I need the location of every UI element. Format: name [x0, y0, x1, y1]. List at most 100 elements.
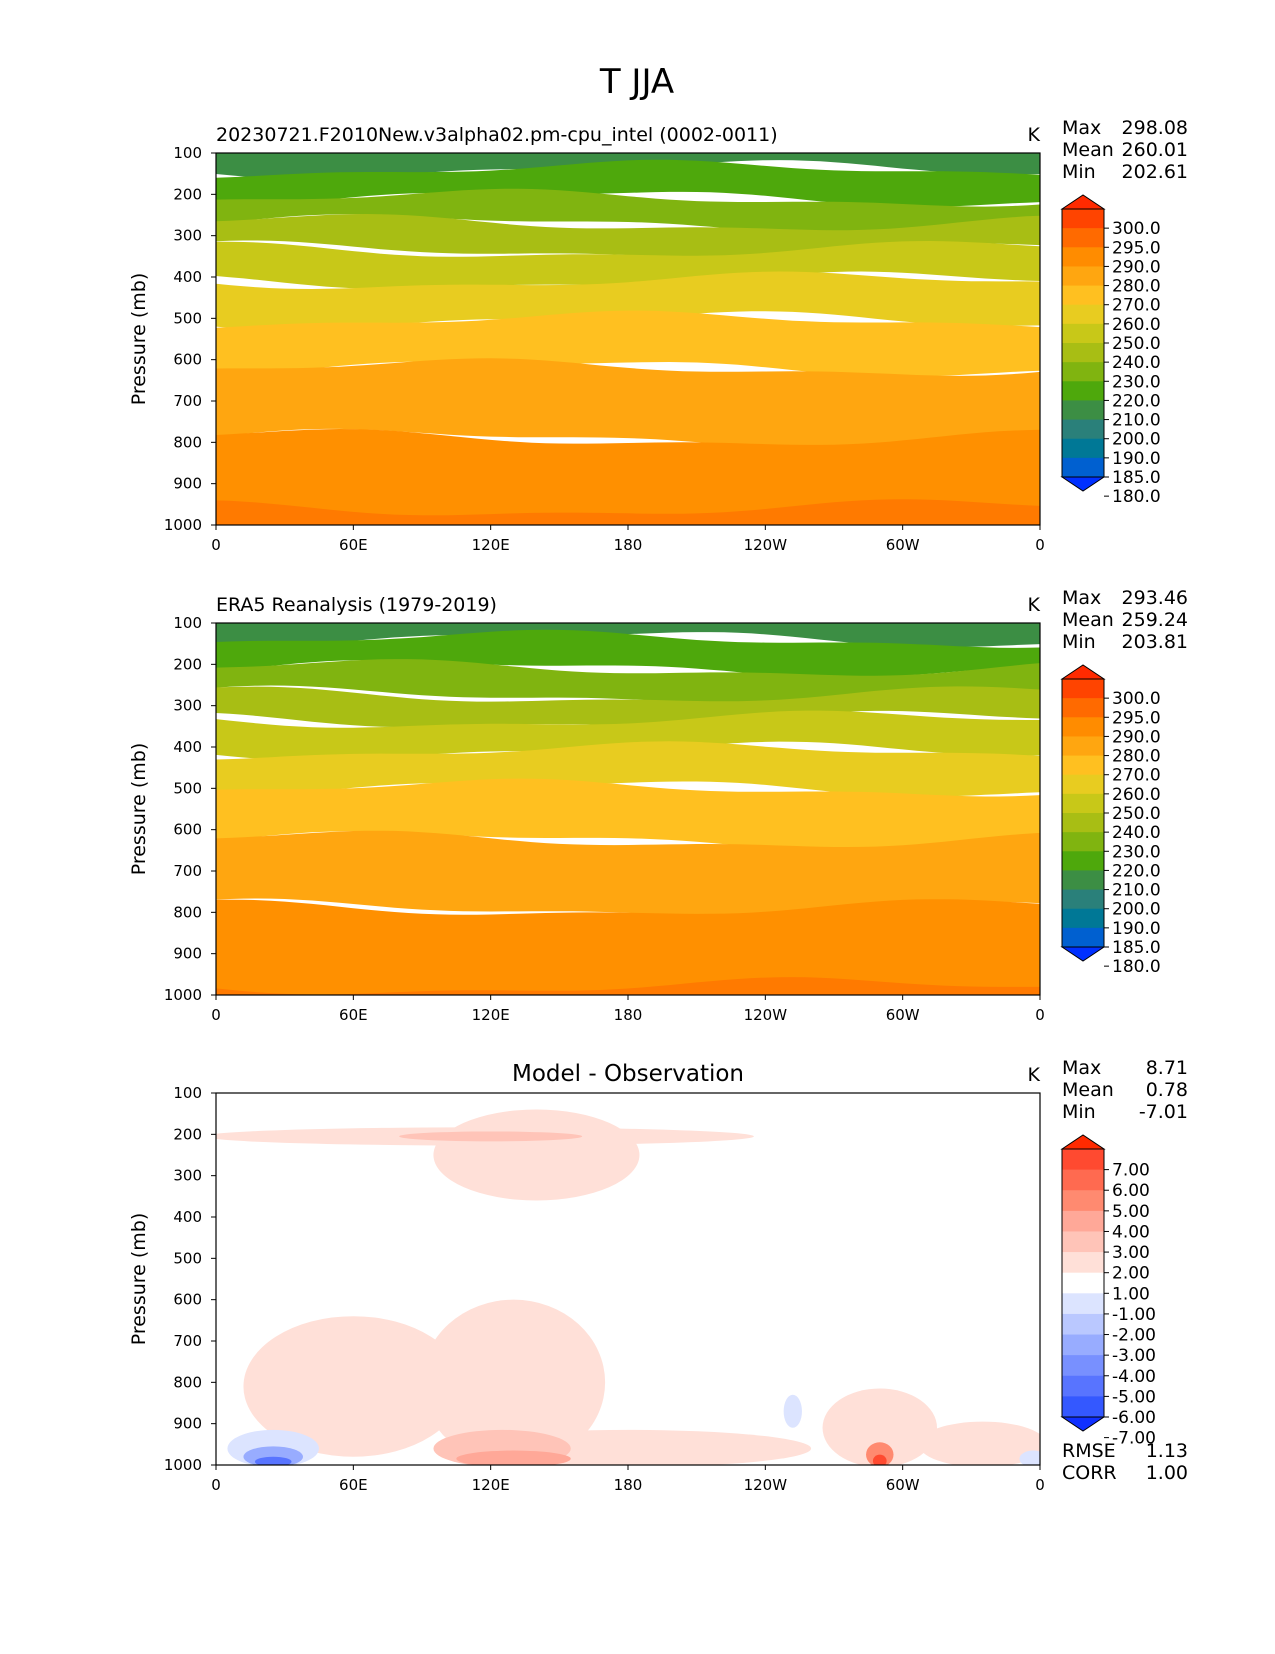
x-tick-label: 60E: [339, 536, 368, 554]
colorbar-label: 240.0: [1112, 823, 1161, 843]
colorbar-label: 180.0: [1112, 487, 1161, 507]
y-tick-label: 200: [173, 185, 202, 203]
stat-value-mean: 259.24: [1122, 609, 1188, 631]
x-tick-label: 0: [211, 1006, 221, 1024]
colorbar-label: 270.0: [1112, 296, 1161, 316]
y-tick-label: 800: [173, 433, 202, 451]
contour-band: [216, 429, 1040, 525]
anomaly-region: [422, 1299, 606, 1465]
y-tick-label: 100: [173, 144, 202, 162]
panel-3: 100 200 300 400 500 600 700 800 900 1000 0 60E 120E 1…: [128, 1057, 1188, 1494]
colorbar-label: 220.0: [1112, 861, 1161, 881]
colorbar-segment: [1062, 1190, 1104, 1212]
colorbar-segment: [1062, 736, 1104, 757]
colorbar-segment: [1062, 381, 1104, 401]
x-tick-label: 60E: [339, 1476, 368, 1494]
y-tick-label: 100: [173, 614, 202, 632]
colorbar-label: 190.0: [1112, 919, 1161, 939]
anomaly-region: [399, 1131, 583, 1142]
x-tick-label: 120W: [744, 1476, 788, 1494]
contour-band: [216, 899, 1040, 995]
contour-band: [216, 659, 1040, 704]
y-tick-label: 700: [173, 862, 202, 880]
y-axis-label: Pressure (mb): [128, 743, 150, 876]
colorbar-segment: [1062, 889, 1104, 910]
x-tick-label: 120E: [472, 1006, 510, 1024]
anomaly-region: [866, 1442, 894, 1465]
x-tick-label: 0: [1035, 536, 1045, 554]
colorbar-segment: [1062, 247, 1104, 267]
stat-label-mean: Mean: [1062, 609, 1114, 631]
colorbar-extend-bottom: [1060, 946, 1106, 962]
contour-field: [216, 1109, 1040, 1465]
colorbar-label: 280.0: [1112, 277, 1161, 297]
y-tick-label: 100: [173, 1084, 202, 1102]
panel-title: 20230721.F2010New.v3alpha02.pm-cpu_intel…: [216, 124, 778, 146]
colorbar-segment: [1062, 419, 1104, 440]
colorbar-extend-top: [1060, 194, 1106, 210]
colorbar-label: 7.00: [1112, 1161, 1150, 1181]
colorbar-label: 4.00: [1112, 1222, 1150, 1242]
y-axis-label: Pressure (mb): [128, 1213, 150, 1346]
colorbar-label: 260.0: [1112, 315, 1161, 335]
contour-band: [216, 188, 1040, 234]
x-tick-label: 60E: [339, 1006, 368, 1024]
colorbar-segment: [1062, 1252, 1104, 1274]
stat-value-mean: 0.78: [1146, 1079, 1188, 1101]
colorbar-segment: [1062, 1313, 1104, 1336]
y-tick-label: 600: [173, 821, 202, 839]
colorbar-segment: [1062, 304, 1104, 325]
colorbar-segment: [1062, 1231, 1104, 1253]
colorbar-label: -6.00: [1112, 1408, 1156, 1428]
y-tick-label: 600: [173, 1291, 202, 1309]
colorbar-segment: [1062, 1210, 1104, 1232]
colorbar-segment: [1062, 717, 1104, 737]
colorbar-label: 230.0: [1112, 372, 1161, 392]
contour-band: [216, 710, 1040, 761]
y-tick-label: 900: [173, 475, 202, 493]
anomaly-region: [243, 1316, 464, 1457]
colorbar-label: -7.00: [1112, 1429, 1156, 1449]
metric-value-corr: 1.00: [1146, 1462, 1188, 1484]
contour-band: [216, 271, 1040, 331]
x-tick-label: 120W: [744, 536, 788, 554]
colorbar-segment: [1062, 438, 1104, 459]
contour-field: [216, 623, 1040, 995]
colorbar-segment: [1062, 927, 1104, 948]
colorbar-label: 5.00: [1112, 1202, 1150, 1222]
colorbar-label: -5.00: [1112, 1387, 1156, 1407]
anomaly-region: [456, 1450, 571, 1465]
stat-value-max: 293.46: [1122, 587, 1188, 609]
anomaly-region: [1019, 1450, 1040, 1465]
contour-band: [216, 629, 1040, 679]
stat-label-max: Max: [1062, 1057, 1101, 1079]
colorbar-label: 210.0: [1112, 881, 1161, 901]
colorbar-segment: [1062, 1334, 1104, 1356]
colorbar-label: -4.00: [1112, 1367, 1156, 1387]
figure-title: T JJA: [599, 62, 674, 102]
x-tick-label: 0: [211, 1476, 221, 1494]
colorbar-segment: [1062, 1293, 1104, 1315]
colorbar-label: 210.0: [1112, 411, 1161, 431]
colorbar-segment: [1062, 793, 1104, 814]
colorbar-segment: [1062, 457, 1104, 478]
contour-band: [216, 830, 1040, 917]
contour-band: [216, 686, 1040, 728]
colorbar-label: 230.0: [1112, 842, 1161, 862]
contour-band: [216, 977, 1040, 995]
contour-field: [216, 153, 1040, 525]
metric-label-corr: CORR: [1062, 1462, 1117, 1484]
anomaly-region: [783, 1394, 802, 1428]
colorbar-label: 200.0: [1112, 900, 1161, 920]
y-tick-label: 500: [173, 1249, 202, 1267]
stat-value-min: -7.01: [1139, 1101, 1188, 1123]
colorbar-label: 185.0: [1112, 468, 1161, 488]
y-axis-label: Pressure (mb): [128, 273, 150, 406]
y-tick-label: 300: [173, 1167, 202, 1185]
x-tick-label: 180: [614, 1006, 643, 1024]
colorbar-label: -2.00: [1112, 1326, 1156, 1346]
colorbar-extend-bottom: [1060, 476, 1106, 492]
colorbar-label: 6.00: [1112, 1181, 1150, 1201]
y-tick-label: 900: [173, 945, 202, 963]
x-tick-label: 60W: [886, 1006, 920, 1024]
